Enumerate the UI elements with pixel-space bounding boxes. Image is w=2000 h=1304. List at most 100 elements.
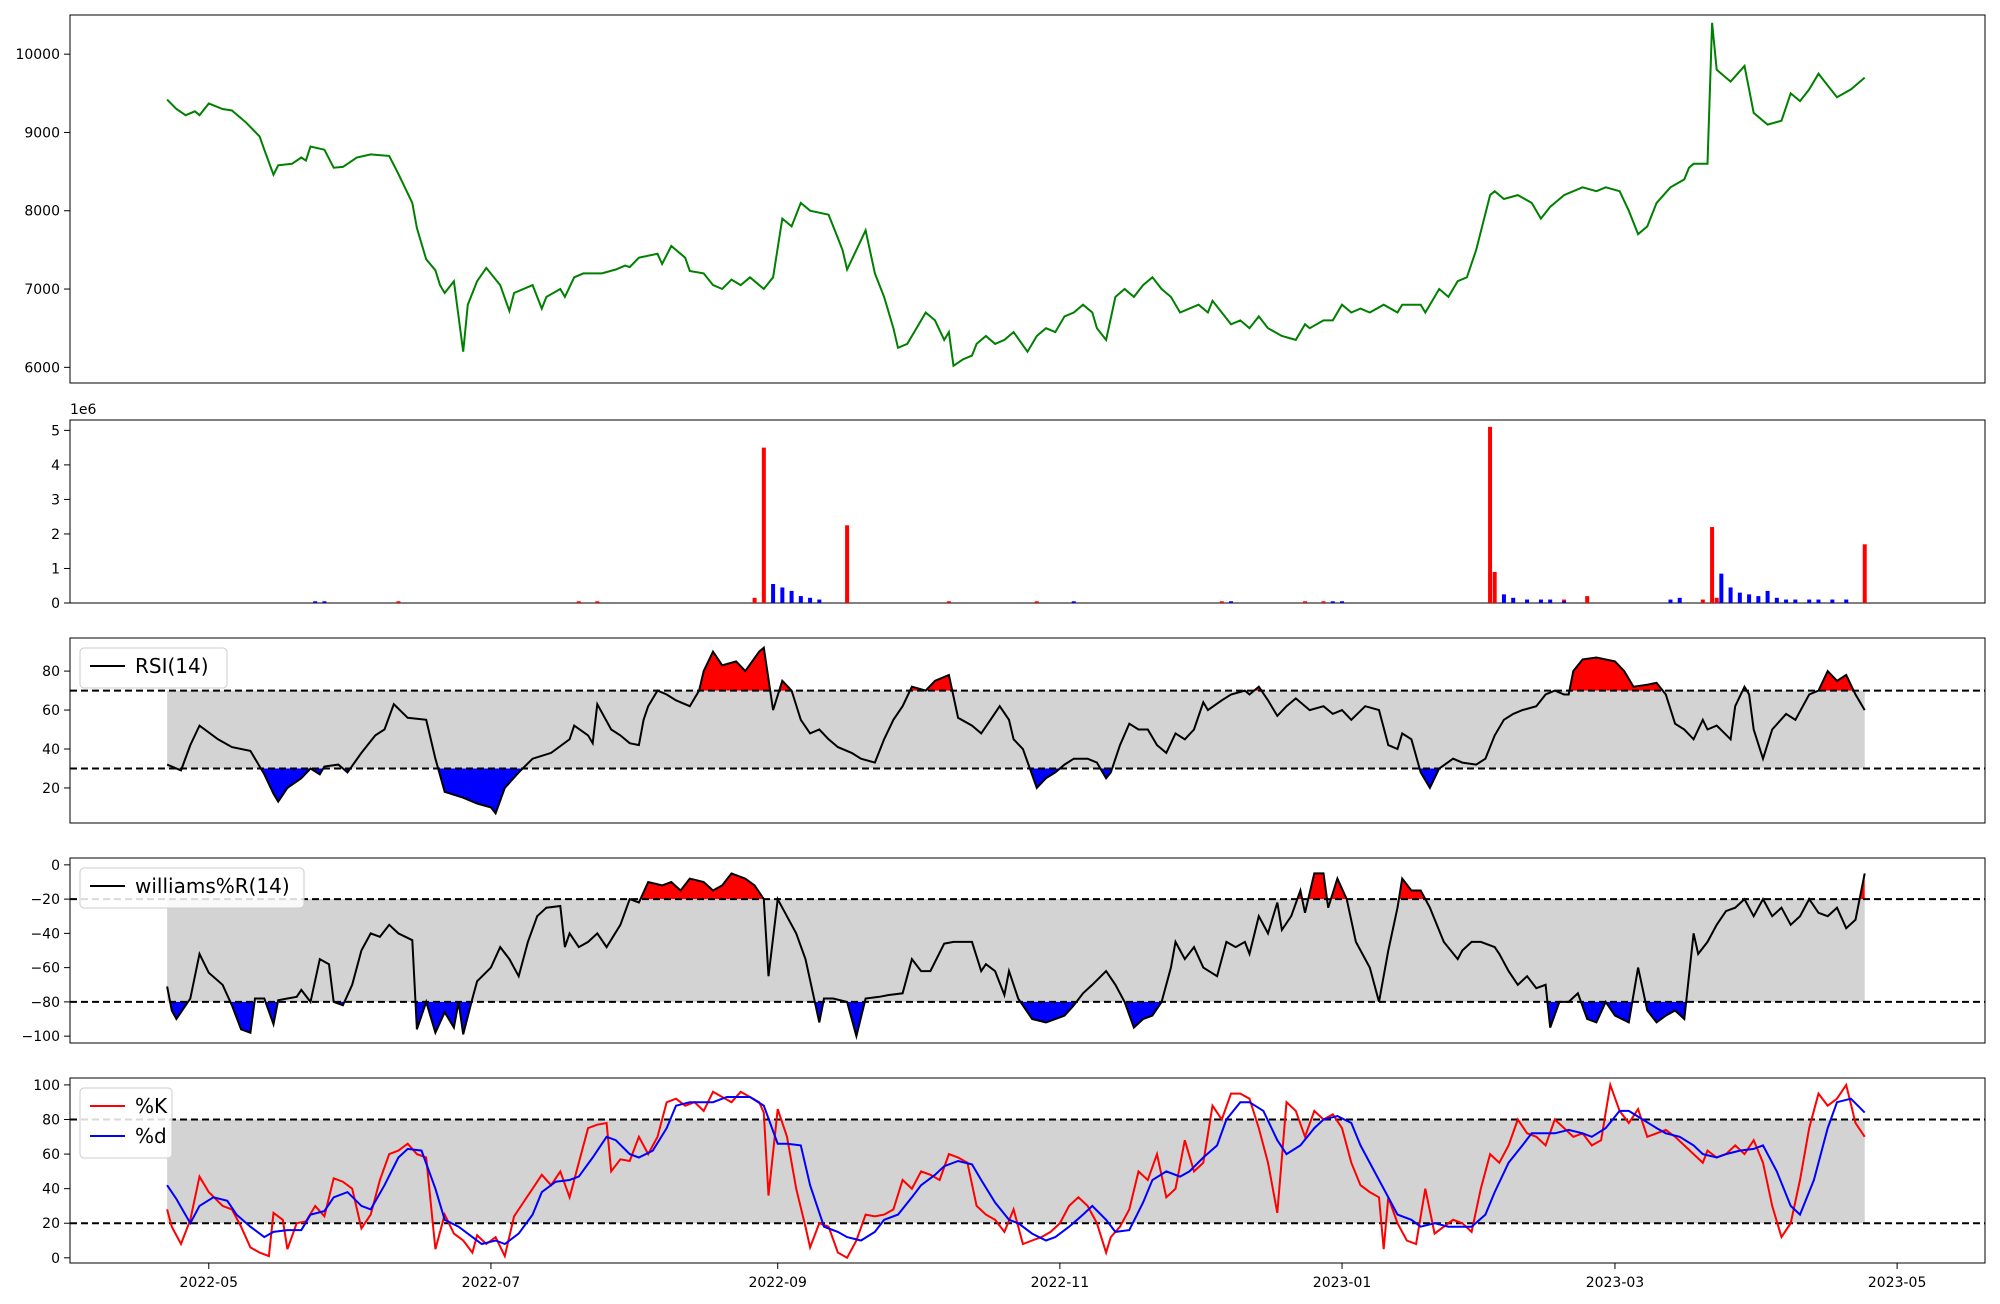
rsi-y-tick-label: 60: [42, 703, 60, 719]
price-y-tick-label: 10000: [15, 47, 60, 63]
volume-bar-down: [780, 587, 785, 603]
stochastic-y-tick-label: 40: [42, 1182, 60, 1198]
stochastic-y-axis: 0 20 40 60 80 100: [33, 1078, 70, 1267]
volume-bar-down: [1774, 597, 1779, 603]
volume-bar-down: [1756, 596, 1761, 603]
volume-y-tick-label: 5: [51, 423, 60, 439]
volume-bar-up: [1034, 601, 1039, 603]
stochastic-y-tick-label: 0: [51, 1251, 60, 1267]
volume-y-tick-label: 2: [51, 527, 60, 543]
x-tick-label: 2022-07: [462, 1275, 521, 1291]
volume-bar-down: [1747, 594, 1752, 603]
stochastic-y-tick-label: 100: [33, 1078, 60, 1094]
volume-y-tick-label: 1: [51, 561, 60, 577]
price-y-axis: 6000 7000 8000 9000 10000: [15, 47, 70, 376]
x-tick-label: 2022-09: [748, 1275, 807, 1291]
volume-bar-down: [789, 590, 794, 603]
volume-bar-down: [771, 584, 776, 603]
williams-overbought-fill: [1330, 878, 1347, 900]
williams-oversold-fill: [426, 1001, 459, 1033]
price-y-tick-label: 9000: [24, 125, 60, 141]
williams-oversold-fill: [230, 1001, 255, 1033]
x-axis: 2022-05 2022-07 2022-09 2022-11 2023-01 2023-…: [180, 1263, 1927, 1291]
rsi-y-tick-label: 40: [42, 742, 60, 758]
x-tick-label: 2022-05: [180, 1275, 239, 1291]
rsi-oversold-fill: [438, 768, 523, 814]
volume-bar-up: [1492, 571, 1497, 603]
volume-bar-down: [1844, 599, 1849, 603]
volume-bar-down: [1229, 601, 1234, 603]
volume-bar-up: [1710, 527, 1715, 603]
williams-oversold-fill: [265, 1001, 278, 1025]
rsi-line: [166, 645, 1866, 816]
volume-y-axis: 0 1 2 3 4 5: [51, 423, 70, 612]
volume-bar-down: [1793, 599, 1798, 603]
volume-bar-down: [1668, 599, 1673, 603]
volume-bar-down: [808, 597, 813, 603]
williams-oversold-fill: [847, 1001, 865, 1037]
volume-bar-up: [576, 601, 581, 603]
volume-bar-up: [1321, 601, 1326, 603]
williams-oversold-fill: [458, 1001, 472, 1035]
volume-bar-down: [1816, 599, 1821, 603]
price-panel-frame: [69, 14, 1986, 384]
williams-y-tick-label: −60: [30, 961, 60, 977]
x-tick-label: 2023-01: [1313, 1275, 1372, 1291]
volume-y-tick-label: 3: [51, 492, 60, 508]
williams-oversold-fill: [1124, 1001, 1162, 1028]
price-y-tick-label: 8000: [24, 204, 60, 220]
williams-y-tick-label: −80: [30, 995, 60, 1011]
williams-oversold-fill: [1020, 1001, 1077, 1023]
volume-bar-up: [946, 601, 951, 603]
stochastic-y-tick-label: 80: [42, 1112, 60, 1128]
williams-overbought-fill: [640, 873, 764, 900]
rsi-overbought-fill: [1569, 657, 1663, 691]
rsi-oversold-fill: [1419, 768, 1440, 788]
volume-bar-down: [313, 601, 318, 603]
stochastic-legend: %K %d: [79, 1087, 173, 1159]
rsi-oversold-fill: [260, 768, 311, 802]
volume-bar-down: [1071, 601, 1076, 603]
stochastic-legend-label: %d: [135, 1124, 167, 1148]
rsi-band: [167, 690, 1865, 769]
volume-bar-down: [1677, 597, 1682, 603]
volume-bar-down: [817, 599, 822, 603]
volume-bar-up: [1862, 544, 1867, 603]
volume-offset-label: 1e6: [70, 402, 97, 418]
volume-bar-up: [1585, 596, 1590, 603]
volume-bar-up: [595, 601, 600, 603]
williams-legend-box: [79, 867, 305, 909]
volume-bar-down: [322, 601, 327, 603]
price-y-tick-label: 7000: [24, 282, 60, 298]
williams-band: [167, 899, 1865, 1002]
rsi-panel-frame: [69, 637, 1986, 824]
williams-overbought-fill: [1398, 878, 1426, 900]
stochastic-d-line: [166, 1096, 1866, 1246]
volume-bars: [313, 426, 1867, 603]
williams-line: [166, 872, 1866, 1041]
rsi-legend-label: RSI(14): [135, 654, 209, 678]
volume-bar-down: [1830, 599, 1835, 603]
rsi-legend: RSI(14): [79, 647, 228, 689]
volume-bar-down: [1538, 599, 1543, 603]
rsi-y-axis: 20 40 60 80: [42, 664, 70, 797]
volume-bar-up: [396, 601, 401, 603]
volume-bar-down: [798, 596, 803, 603]
williams-legend-label: williams%R(14): [135, 874, 290, 898]
rsi-overbought-fill: [699, 647, 771, 691]
volume-bar-down: [1525, 599, 1530, 603]
volume-bar-up: [1303, 601, 1308, 603]
rsi-y-tick-label: 20: [42, 781, 60, 797]
stochastic-legend-label: %K: [135, 1094, 168, 1118]
price-line: [166, 22, 1866, 368]
stochastic-panel-frame: [69, 1077, 1986, 1264]
stochastic-y-tick-label: 20: [42, 1216, 60, 1232]
volume-bar-up: [761, 447, 766, 603]
volume-bar-down: [1548, 599, 1553, 603]
stochastic-y-tick-label: 60: [42, 1147, 60, 1163]
volume-bar-down: [1765, 590, 1770, 603]
williams-panel-frame: [69, 857, 1986, 1044]
x-tick-label: 2023-05: [1868, 1275, 1927, 1291]
